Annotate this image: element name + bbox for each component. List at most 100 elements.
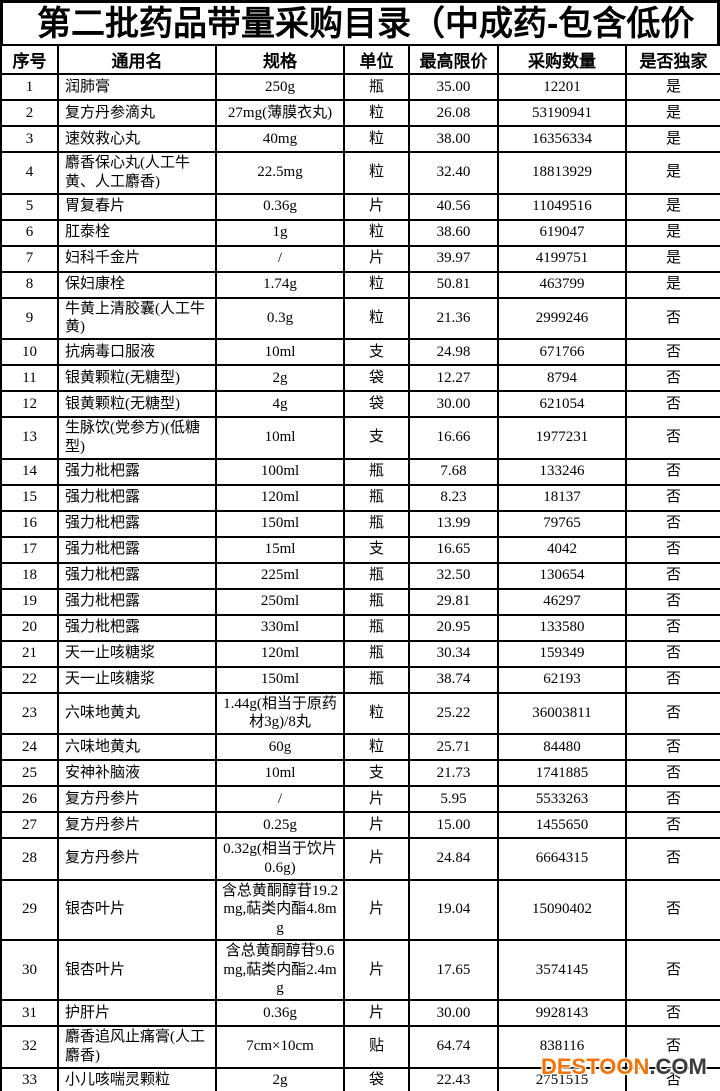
table-cell: 40.56 (408, 192, 499, 221)
watermark-suffix: .COM (649, 1054, 707, 1079)
table-cell: 粒 (343, 270, 410, 299)
table-cell: 否 (625, 535, 720, 564)
table-cell: 84480 (497, 733, 627, 761)
table-cell: 6 (0, 218, 59, 247)
column-header-spec: 规格 (215, 44, 345, 75)
table-cell: 5.95 (408, 785, 499, 813)
table-cell: 肛泰栓 (57, 218, 217, 247)
table-cell: 26.08 (408, 99, 499, 127)
table-cell: 强力枇杷露 (57, 483, 217, 512)
table-cell: 3574145 (497, 938, 627, 1002)
table-row: 15 强力枇杷露 120ml 瓶 8.23 18137 否 (0, 483, 720, 512)
table-cell: 0.32g(相当于饮片0.6g) (215, 837, 345, 881)
table-cell: 30.00 (408, 999, 499, 1027)
table-row: 26 复方丹参片 / 片 5.95 5533263 否 (0, 785, 720, 813)
table-cell: 复方丹参滴丸 (57, 99, 217, 127)
table-cell: 瓶 (343, 639, 410, 668)
table-cell: 保妇康栓 (57, 270, 217, 299)
table-cell: 8.23 (408, 483, 499, 512)
table-cell: 32 (0, 1025, 59, 1069)
table-cell: 妇科千金片 (57, 244, 217, 273)
table-row: 24 六味地黄丸 60g 粒 25.71 84480 否 (0, 733, 720, 761)
table-cell: 1455650 (497, 811, 627, 839)
table-body: 1 润肺膏 250g 瓶 35.00 12201 是 2 复方丹参滴丸 27mg(薄膜衣丸) 粒 26… (0, 73, 720, 1091)
table-cell: 片 (343, 999, 410, 1027)
table-cell: 复方丹参片 (57, 785, 217, 813)
table-cell: 16 (0, 509, 59, 538)
catalog-table: 序号 通用名 规格 单位 最高限价 采购数量 是否独家 1 润肺膏 250g 瓶 35.… (0, 44, 720, 1091)
table-cell: 1741885 (497, 759, 627, 787)
table-cell: 24.84 (408, 837, 499, 881)
table-cell: 1.74g (215, 270, 345, 299)
table-cell: 17 (0, 535, 59, 564)
table-cell: 0.36g (215, 999, 345, 1027)
table-cell: 32.40 (408, 151, 499, 195)
table-cell: 支 (343, 759, 410, 787)
table-cell: 生脉饮(党参方)(低糖型) (57, 416, 217, 460)
table-cell: 133246 (497, 457, 627, 486)
table-cell: 15090402 (497, 878, 627, 941)
table-cell: 否 (625, 613, 720, 642)
table-row: 23 六味地黄丸 1.44g(相当于原药材3g)/8丸粒 25.22 36003811 否 (0, 691, 720, 735)
table-cell: 62193 (497, 665, 627, 694)
table-cell: 安神补脑液 (57, 759, 217, 787)
table-cell: 36003811 (497, 691, 627, 735)
table-cell: 18813929 (497, 151, 627, 195)
page-title: 第二批药品带量采购目录（中成药-包含低价 (0, 0, 720, 46)
table-cell: 速效救心丸 (57, 125, 217, 153)
table-cell: 250ml (215, 587, 345, 616)
table-cell: 麝香保心丸(人工牛黄、人工麝香) (57, 151, 217, 195)
watermark-brand: DESTOON (541, 1054, 650, 1079)
table-cell: 8794 (497, 364, 627, 392)
table-row: 12 银黄颗粒(无糖型) 4g 袋 30.00 621054 否 (0, 390, 720, 418)
table-cell: 含总黄酮醇苷19.2mg,萜类内酯4.8mg (215, 878, 345, 941)
table-cell: 5 (0, 192, 59, 221)
table-cell: 17.65 (408, 938, 499, 1002)
table-cell: 29 (0, 878, 59, 941)
table-cell: 16356334 (497, 125, 627, 153)
table-row: 21 天一止咳糖浆 120ml 瓶 30.34 159349 否 (0, 639, 720, 668)
table-cell: 33 (0, 1066, 59, 1091)
table-cell: 159349 (497, 639, 627, 668)
table-cell: 27 (0, 811, 59, 839)
table-cell: 14 (0, 457, 59, 486)
table-cell: 619047 (497, 218, 627, 247)
table-cell: 79765 (497, 509, 627, 538)
table-row: 11 银黄颗粒(无糖型) 2g 袋 12.27 8794 否 (0, 364, 720, 392)
table-cell: 5533263 (497, 785, 627, 813)
table-row: 32 麝香追风止痛膏(人工麝香) 7cm×10cm 贴 64.74 838116 否 (0, 1025, 720, 1069)
table-cell: 12 (0, 390, 59, 418)
table-cell: 片 (343, 244, 410, 273)
table-cell: 21 (0, 639, 59, 668)
column-header-index: 序号 (0, 44, 59, 75)
table-cell: 否 (625, 665, 720, 694)
table-cell: 袋 (343, 1066, 410, 1091)
table-cell: 六味地黄丸 (57, 691, 217, 735)
table-cell: 15.00 (408, 811, 499, 839)
table-cell: 支 (343, 416, 410, 460)
table-cell: 是 (625, 218, 720, 247)
column-header-unit: 单位 (343, 44, 410, 75)
column-header-max-price: 最高限价 (408, 44, 499, 75)
header-row: 序号 通用名 规格 单位 最高限价 采购数量 是否独家 (0, 44, 720, 75)
table-row: 18 强力枇杷露 225ml 瓶 32.50 130654 否 (0, 561, 720, 590)
table-cell: 是 (625, 192, 720, 221)
table-cell: 片 (343, 192, 410, 221)
table-cell: 38.60 (408, 218, 499, 247)
table-cell: 3 (0, 125, 59, 153)
column-header-exclusive: 是否独家 (625, 44, 720, 75)
table-cell: 20 (0, 613, 59, 642)
table-row: 14 强力枇杷露 100ml 瓶 7.68 133246 否 (0, 457, 720, 486)
table-cell: 12201 (497, 73, 627, 101)
table-cell: 否 (625, 509, 720, 538)
table-cell: 133580 (497, 613, 627, 642)
table-cell: 8 (0, 270, 59, 299)
table-cell: 否 (625, 999, 720, 1027)
table-cell: 671766 (497, 338, 627, 366)
table-cell: 否 (625, 338, 720, 366)
table-cell: 25.71 (408, 733, 499, 761)
table-row: 19 强力枇杷露 250ml 瓶 29.81 46297 否 (0, 587, 720, 616)
table-cell: 片 (343, 878, 410, 941)
table-cell: 50.81 (408, 270, 499, 299)
